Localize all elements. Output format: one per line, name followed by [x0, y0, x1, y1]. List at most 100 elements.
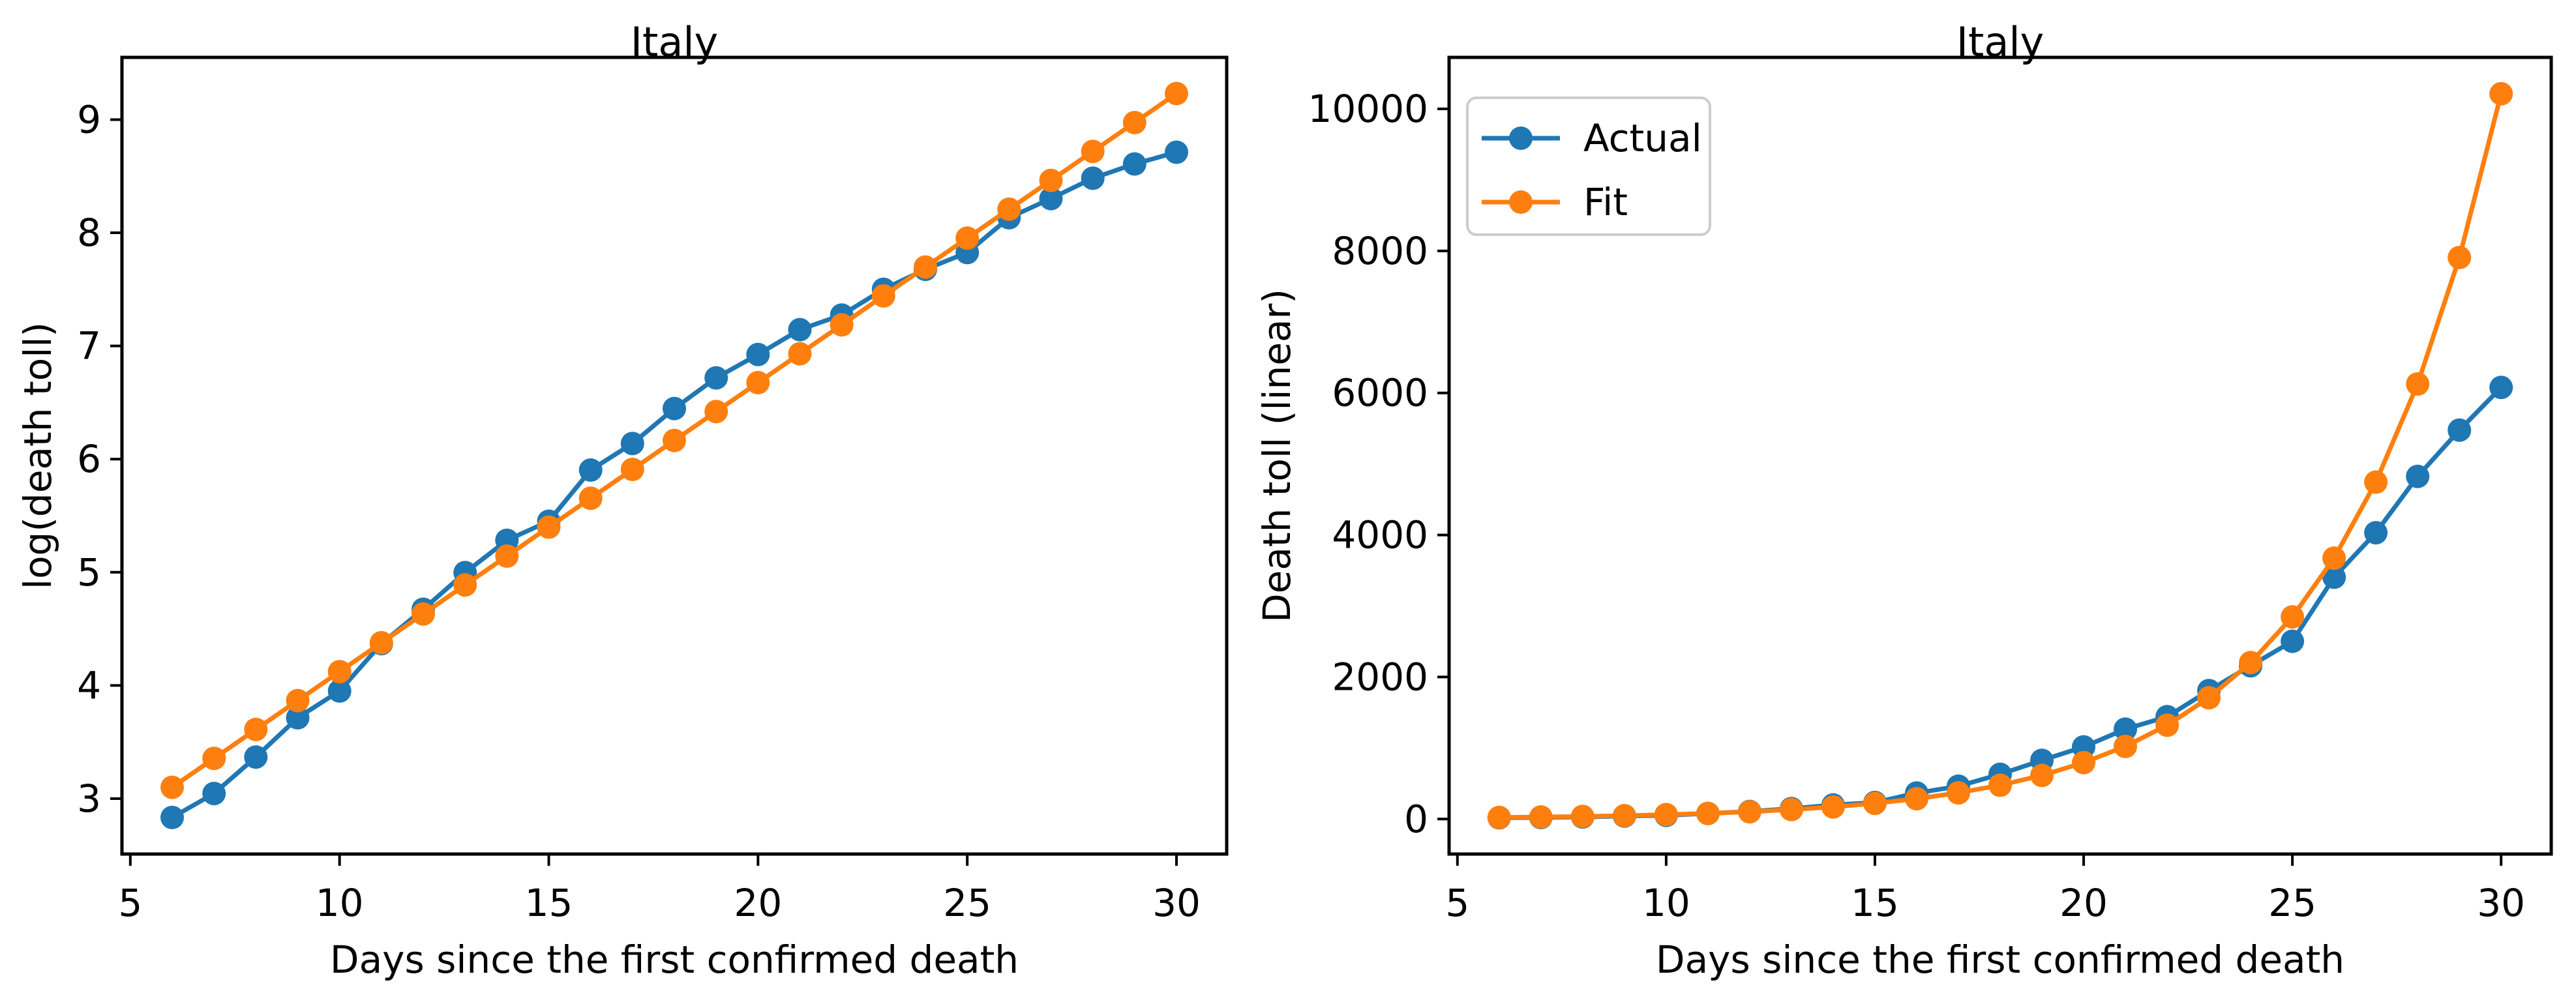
x-tick-label: 5 — [1445, 881, 1469, 925]
fit-data-point — [1654, 803, 1678, 827]
fit-data-point — [2322, 546, 2346, 570]
x-tick-label: 25 — [2268, 881, 2316, 925]
fit-data-point — [1696, 801, 1720, 825]
fit-data-point — [2072, 750, 2095, 775]
fit-data-point — [369, 630, 393, 655]
actual-data-point — [2406, 464, 2430, 488]
y-tick-label: 2000 — [1332, 655, 1428, 699]
fit-data-point — [1988, 773, 2012, 797]
right-yaxis-label: Death toll (linear) — [1255, 289, 1299, 623]
y-tick-label: 8000 — [1332, 229, 1428, 273]
left-yaxis-label: log(death toll) — [16, 322, 60, 589]
fit-data-point — [244, 717, 268, 741]
y-tick-label: 7 — [77, 324, 101, 368]
legend-actual-marker-icon — [1509, 126, 1533, 150]
fit-data-point — [2406, 372, 2430, 396]
fit-data-point — [620, 458, 644, 481]
fit-data-point — [830, 313, 854, 337]
fit-data-point — [704, 400, 728, 424]
fit-data-point — [1487, 805, 1511, 829]
actual-data-point — [620, 432, 644, 456]
axes-frame — [120, 55, 1229, 856]
actual-series — [1487, 376, 2513, 830]
y-tick-label: 6000 — [1332, 371, 1428, 415]
fit-data-point — [871, 284, 895, 308]
actual-data-point — [2322, 565, 2346, 589]
x-tick-label: 15 — [525, 881, 573, 925]
fit-data-point — [746, 370, 770, 394]
y-tick-label: 5 — [77, 550, 101, 595]
legend-fit-label: Fit — [1583, 180, 1628, 224]
fit-data-point — [2364, 470, 2388, 494]
actual-data-point — [578, 458, 603, 482]
actual-data-point — [2364, 521, 2388, 545]
actual-data-point — [1122, 152, 1146, 176]
right-chart-plot-area: 5 10 15 20 25 30 0 2000 4000 6000 8000 10000 — [1308, 55, 2553, 925]
right-xaxis-label: Days since the first confirmed death — [1656, 938, 2344, 982]
actual-series-line — [1499, 385, 2503, 820]
actual-series — [160, 140, 1188, 829]
fit-data-point — [1529, 805, 1553, 829]
actual-data-point — [244, 745, 268, 769]
y-tick-label: 4 — [77, 663, 101, 707]
fit-data-point — [1122, 111, 1146, 134]
fit-data-point — [1081, 140, 1105, 164]
fit-data-point — [914, 255, 937, 279]
fit-data-point — [495, 544, 519, 568]
actual-data-point — [2448, 418, 2472, 442]
fit-data-point — [997, 197, 1021, 221]
fit-data-point — [2030, 763, 2054, 788]
actual-series-line — [171, 150, 1177, 819]
actual-data-point — [2114, 717, 2137, 741]
y-tick-label: 9 — [77, 97, 101, 141]
fit-series — [160, 81, 1188, 799]
fit-series — [1487, 81, 2513, 829]
legend: Actual Fit — [1466, 96, 1711, 236]
left-chart-plot-area: 5 10 15 20 25 30 3 4 5 6 7 8 9 — [77, 55, 1229, 925]
x-tick-label: 30 — [1152, 881, 1201, 925]
actual-data-point — [2281, 629, 2305, 653]
x-tick-label: 15 — [1851, 881, 1899, 925]
fit-data-point — [1779, 797, 1803, 821]
fit-data-point — [286, 688, 310, 713]
legend-fit-marker-icon — [1509, 190, 1533, 214]
fit-data-point — [1905, 787, 1928, 811]
fit-data-point — [1039, 168, 1063, 192]
x-tick-label: 5 — [118, 881, 142, 925]
x-tick-label: 20 — [2059, 881, 2108, 925]
fit-data-point — [2489, 81, 2513, 106]
actual-data-point — [704, 366, 728, 390]
fit-data-point — [1165, 81, 1188, 106]
fit-data-point — [2197, 686, 2221, 710]
x-tick-label: 30 — [2477, 881, 2525, 925]
fit-data-point — [327, 660, 352, 684]
actual-data-point — [1081, 166, 1105, 190]
actual-data-point — [746, 342, 770, 366]
x-tick-label: 10 — [316, 881, 364, 925]
y-tick-label: 6 — [77, 437, 101, 481]
fit-data-point — [160, 775, 184, 799]
y-tick-label: 0 — [1404, 797, 1428, 841]
actual-data-point — [1039, 186, 1063, 211]
actual-data-point — [286, 706, 310, 730]
legend-actual-label: Actual — [1583, 116, 1702, 160]
x-tick-label: 10 — [1642, 881, 1690, 925]
fit-data-point — [1612, 804, 1636, 828]
actual-data-point — [2489, 376, 2513, 400]
fit-data-point — [788, 342, 812, 366]
fit-data-point — [453, 573, 477, 597]
fit-data-point — [2448, 246, 2472, 269]
fit-data-point — [1821, 795, 1845, 819]
x-tick-label: 25 — [943, 881, 991, 925]
fit-data-point — [2239, 651, 2263, 675]
y-tick-label: 4000 — [1332, 513, 1428, 557]
fit-data-point — [578, 486, 603, 510]
fit-data-point — [537, 515, 561, 539]
left-xaxis-label: Days since the first confirmed death — [330, 938, 1019, 982]
fit-data-point — [663, 428, 686, 452]
fit-data-point — [955, 226, 980, 250]
fit-data-point — [412, 602, 435, 626]
actual-data-point — [1165, 140, 1188, 164]
